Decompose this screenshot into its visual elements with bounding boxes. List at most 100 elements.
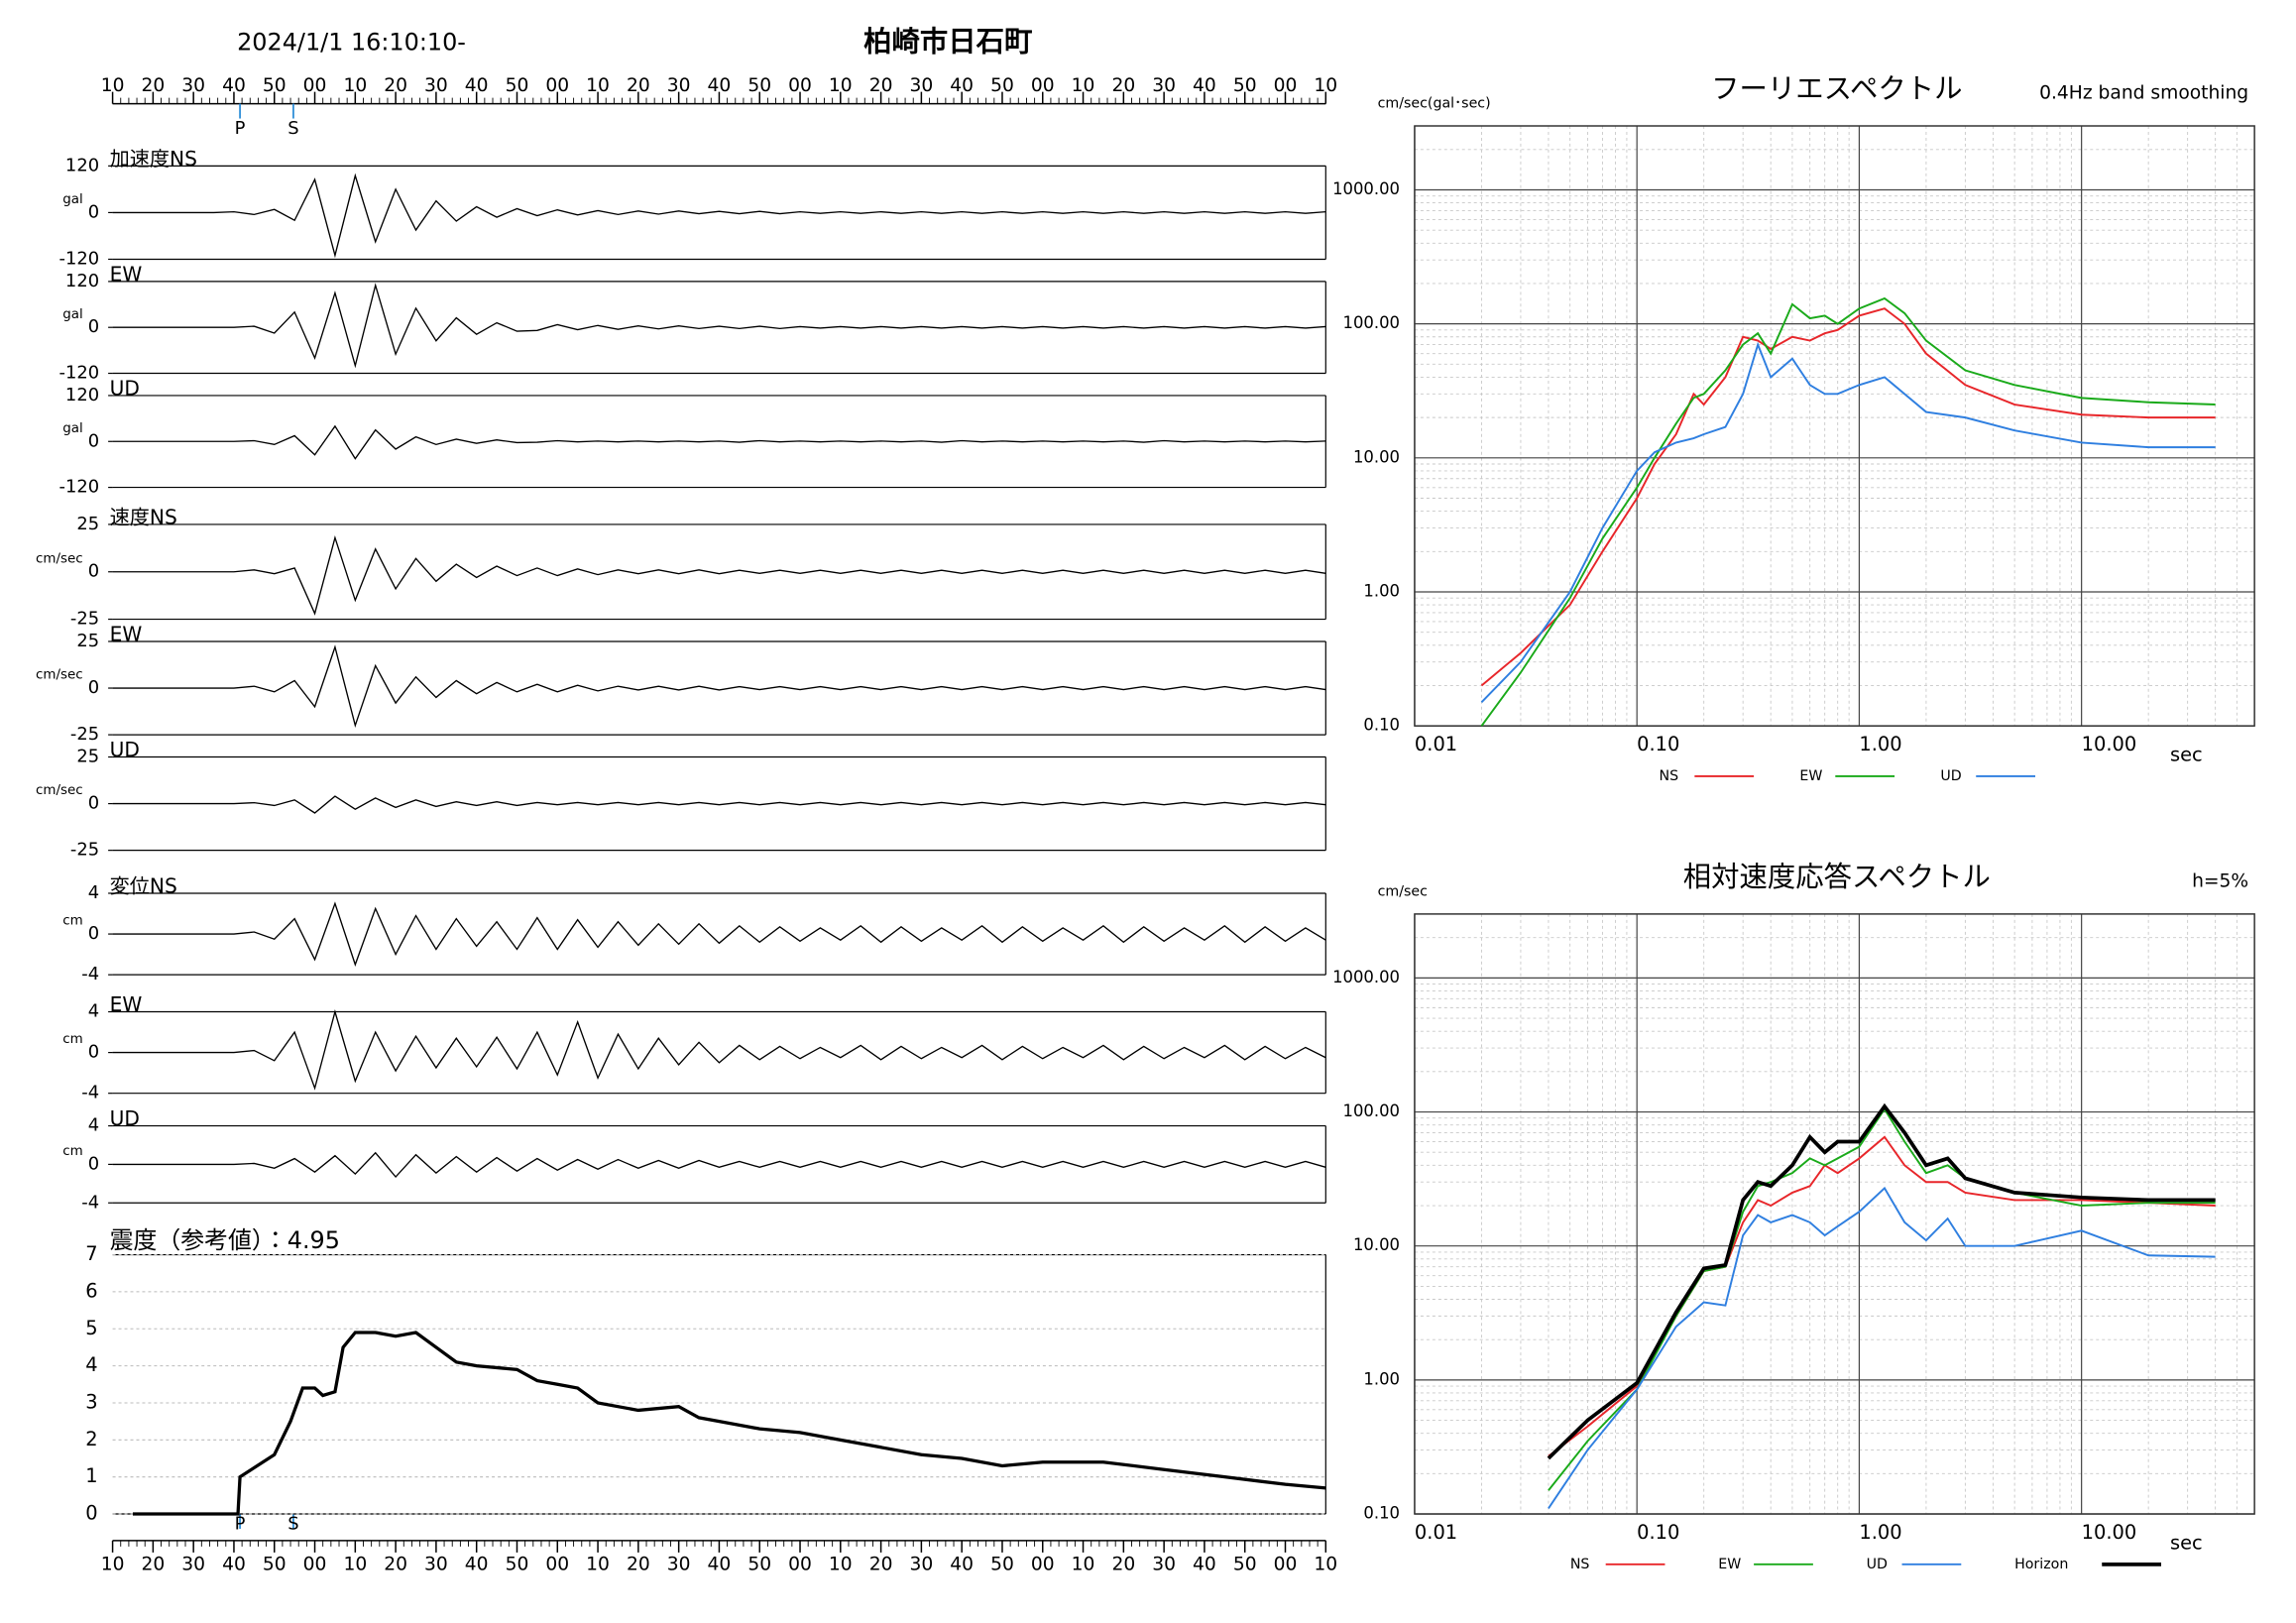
y-tick-label: 0: [88, 1153, 99, 1174]
y-tick-label: 4: [88, 1001, 99, 1022]
x-tick-label: 30: [910, 75, 934, 96]
x-tick-label: 10: [1314, 1554, 1337, 1574]
y-tick-label: -4: [81, 1083, 99, 1103]
y-tick-label: -120: [58, 363, 99, 384]
x-tick-label: 0.01: [1415, 1521, 1457, 1544]
y-tick-label: 0: [88, 430, 99, 451]
x-tick-label: 10: [586, 75, 610, 96]
x-tick-label: 40: [1193, 1554, 1216, 1574]
panel-label: EW: [110, 992, 143, 1016]
y-tick-label: 0: [88, 677, 99, 698]
y-tick-label: 0.10: [1363, 1504, 1400, 1523]
x-tick-label: 30: [181, 75, 205, 96]
x-tick-label: 20: [384, 75, 407, 96]
y-tick-label: -25: [70, 724, 99, 745]
y-tick-label: 4: [85, 1353, 97, 1376]
x-tick-label: 50: [1233, 75, 1257, 96]
x-tick-label: 10: [101, 1554, 125, 1574]
x-tick-label: 50: [263, 75, 287, 96]
legend-label: NS: [1570, 1557, 1590, 1572]
unit-label: cm/sec: [36, 668, 83, 683]
y-tick-label: 0: [88, 201, 99, 222]
x-tick-label: 10: [1072, 1554, 1095, 1574]
x-tick-label: 50: [747, 75, 771, 96]
waveform-trace: [112, 173, 1326, 259]
x-tick-label: 40: [708, 75, 732, 96]
waveform-trace: [112, 1151, 1326, 1179]
x-tick-label: 50: [990, 1554, 1014, 1574]
y-tick-label: 4: [88, 882, 99, 903]
waveform-trace: [112, 644, 1326, 729]
y-tick-label: 0.10: [1363, 716, 1400, 735]
x-tick-label: 10: [101, 75, 125, 96]
x-tick-label: 10.00: [2082, 1521, 2137, 1544]
y-tick-label: 7: [85, 1242, 97, 1265]
y-tick-label: 0: [88, 316, 99, 337]
unit-label: gal: [62, 307, 82, 322]
x-axis-label: sec: [2170, 744, 2203, 766]
x-tick-label: 40: [465, 75, 489, 96]
x-tick-label: 20: [141, 75, 165, 96]
x-tick-label: 30: [424, 75, 448, 96]
y-tick-label: 10.00: [1353, 1235, 1400, 1254]
x-tick-label: 00: [1031, 1554, 1055, 1574]
waveform-trace: [112, 283, 1326, 369]
x-tick-label: 10: [829, 1554, 853, 1574]
x-tick-label: 00: [1274, 1554, 1298, 1574]
panel-label: UD: [110, 376, 140, 400]
panel-label: UD: [110, 738, 140, 761]
y-tick-label: 25: [76, 747, 99, 767]
y-tick-label: 2: [85, 1428, 97, 1450]
intensity-line: [132, 1331, 1326, 1516]
station-name: 柏崎市日石町: [863, 25, 1032, 58]
x-tick-label: 10: [1072, 75, 1095, 96]
panel-label: UD: [110, 1106, 140, 1130]
chart-title: フーリエスペクトル: [1711, 72, 1962, 105]
x-tick-label: 00: [1031, 75, 1055, 96]
unit-label: gal: [62, 192, 82, 207]
y-tick-label: 0: [85, 1502, 97, 1525]
chart-title: 相対速度応答スペクトル: [1683, 861, 1991, 893]
x-tick-label: 50: [263, 1554, 287, 1574]
x-tick-label: 50: [506, 75, 529, 96]
unit-label: cm: [62, 1032, 82, 1047]
x-tick-label: 50: [747, 1554, 771, 1574]
x-tick-label: 30: [667, 75, 691, 96]
unit-label: cm/sec: [36, 551, 83, 566]
x-tick-label: 40: [222, 1554, 246, 1574]
y-tick-label: 0: [88, 1042, 99, 1063]
x-tick-label: 1.00: [1859, 733, 1901, 755]
y-tick-label: -4: [81, 964, 99, 985]
x-axis-label: sec: [2170, 1531, 2203, 1554]
spectrum-line: [1480, 307, 2216, 687]
spectrum-line: [1548, 1186, 2216, 1509]
y-tick-label: 1.00: [1363, 581, 1400, 600]
intensity-title: 震度（参考値）：4.95: [110, 1226, 340, 1254]
x-tick-label: 10.00: [2082, 733, 2137, 755]
x-tick-label: 20: [384, 1554, 407, 1574]
x-tick-label: 40: [950, 1554, 974, 1574]
y-axis-label: cm/sec(gal･sec): [1378, 96, 1491, 112]
y-tick-label: 25: [76, 514, 99, 534]
y-tick-label: 3: [85, 1390, 97, 1413]
waveform-trace: [112, 795, 1326, 814]
x-tick-label: 40: [708, 1554, 732, 1574]
y-tick-label: 120: [65, 385, 99, 406]
x-tick-label: 30: [1152, 1554, 1176, 1574]
phase-label: P: [235, 1513, 246, 1534]
chart-subtitle: h=5%: [2192, 871, 2248, 892]
panel-label: 変位NS: [110, 874, 177, 898]
x-tick-label: 20: [1111, 75, 1135, 96]
y-tick-label: 5: [85, 1317, 97, 1339]
y-tick-label: -25: [70, 609, 99, 630]
y-tick-label: 1000.00: [1332, 179, 1400, 198]
y-tick-label: 25: [76, 631, 99, 651]
unit-label: cm: [62, 1144, 82, 1159]
panel-label: 速度NS: [110, 505, 177, 528]
y-tick-label: 1.00: [1363, 1369, 1400, 1388]
y-tick-label: 120: [65, 155, 99, 175]
chart-subtitle: 0.4Hz band smoothing: [2039, 83, 2248, 104]
y-tick-label: 0: [88, 561, 99, 582]
x-tick-label: 30: [1152, 75, 1176, 96]
x-tick-label: 40: [950, 75, 974, 96]
